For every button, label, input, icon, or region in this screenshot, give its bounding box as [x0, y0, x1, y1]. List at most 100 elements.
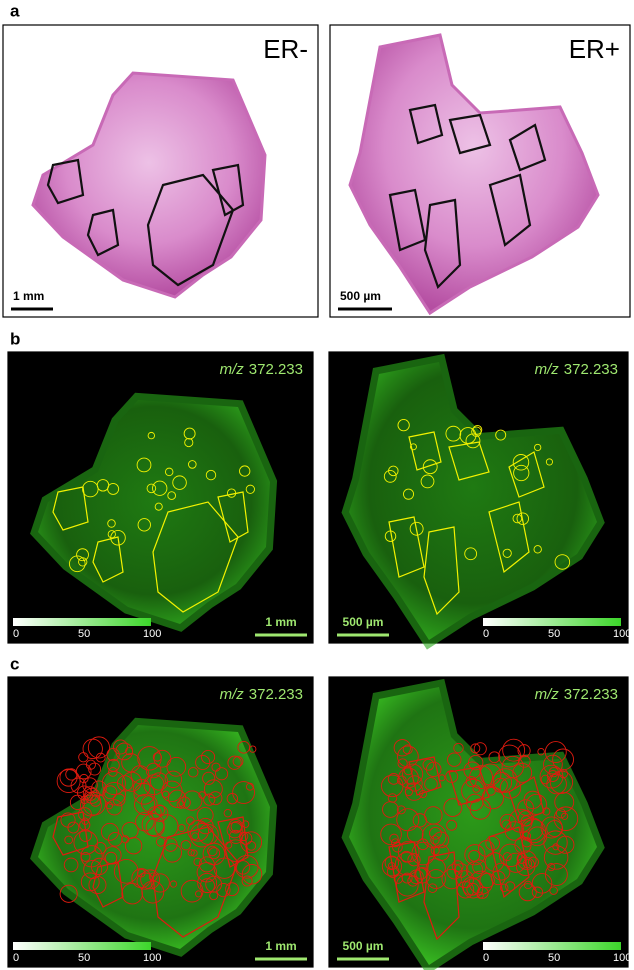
- region-outline: [79, 829, 92, 842]
- region-outline: [402, 488, 415, 500]
- region-outline: [512, 763, 533, 783]
- region-outline: [107, 519, 116, 528]
- region-outline: [164, 770, 183, 789]
- region-outline: [208, 847, 221, 860]
- region-outline: [546, 770, 559, 783]
- region-outline: [189, 823, 215, 848]
- region-outline: [484, 852, 505, 872]
- region-outline: [396, 808, 420, 832]
- region-outline: [224, 839, 247, 862]
- region-outline: [383, 469, 397, 483]
- region-outline: [531, 873, 553, 894]
- region-outline: [438, 774, 446, 782]
- mz-value: 372.233: [564, 361, 618, 378]
- region-outline: [103, 846, 122, 865]
- region-outline: [426, 869, 446, 889]
- region-outline: [110, 530, 126, 546]
- region-outline: [235, 860, 251, 875]
- region-outline: [147, 806, 162, 820]
- region-outline: [178, 796, 191, 809]
- region-outline: [469, 765, 493, 790]
- region-outline: [113, 739, 129, 755]
- region-outline: [152, 480, 168, 496]
- region-outline: [407, 875, 419, 887]
- region-outline: [211, 762, 221, 772]
- region-outline: [103, 785, 118, 800]
- region-outline: [59, 768, 78, 787]
- scale-bar-label: 500 µm: [340, 289, 381, 303]
- region-outline: [488, 173, 532, 247]
- region-outline: [398, 767, 419, 789]
- region-outline: [215, 767, 229, 781]
- region-outline: [523, 790, 542, 810]
- region-outline: [121, 753, 141, 773]
- region-outline: [498, 744, 522, 768]
- colorbar-tick-label: 50: [78, 628, 90, 640]
- region-outline: [558, 769, 569, 779]
- region-outline: [402, 763, 424, 785]
- region-outline: [52, 486, 89, 531]
- region-outline: [453, 742, 464, 754]
- region-outline: [554, 792, 575, 813]
- region-outline: [396, 873, 419, 897]
- region-outline: [409, 521, 424, 536]
- mz-label: m/z 372.233: [535, 686, 618, 703]
- colorbar: [483, 618, 621, 626]
- region-outline: [441, 868, 462, 890]
- scale-bar-label: 500 µm: [343, 615, 384, 629]
- region-outline: [151, 805, 169, 822]
- region-outline: [430, 835, 440, 845]
- region-outline: [202, 842, 226, 866]
- region-outline: [155, 837, 166, 847]
- region-outline: [407, 853, 421, 867]
- region-outline: [446, 863, 463, 880]
- region-outline: [514, 836, 532, 854]
- region-outline: [472, 425, 483, 435]
- region-outline: [105, 801, 114, 810]
- region-outline: [425, 761, 442, 778]
- region-outline: [241, 875, 253, 887]
- region-outline: [384, 855, 399, 870]
- colorbar-tick-label: 0: [13, 628, 19, 640]
- region-outline: [533, 545, 542, 554]
- tissue: [348, 33, 600, 316]
- region-outline: [183, 427, 196, 440]
- region-outline: [546, 820, 564, 837]
- region-outline: [137, 868, 146, 878]
- region-outline: [154, 814, 179, 839]
- region-outline: [78, 807, 92, 821]
- region-outline: [525, 793, 547, 815]
- region-outline: [82, 786, 98, 801]
- region-outline: [447, 752, 462, 767]
- region-outline: [148, 872, 158, 882]
- colorbar-tick-label: 100: [143, 628, 161, 640]
- region-outline: [112, 793, 126, 807]
- region-outline: [241, 820, 250, 828]
- region-outline: [225, 841, 233, 849]
- region-outline: [508, 123, 547, 172]
- region-outline: [195, 890, 203, 898]
- region-outline: [477, 840, 495, 857]
- region-outline: [207, 845, 218, 857]
- region-outline: [517, 744, 531, 758]
- region-outline: [226, 822, 243, 839]
- region-outline: [491, 772, 513, 793]
- region-outline: [195, 754, 211, 771]
- region-outline: [545, 458, 554, 466]
- region-outline: [182, 790, 203, 811]
- region-outline: [508, 808, 533, 833]
- region-outline: [211, 163, 245, 217]
- region-outline: [136, 457, 152, 473]
- region-outline: [518, 883, 537, 902]
- region-outline: [466, 882, 480, 896]
- region-outline: [423, 198, 462, 290]
- mz-value: 372.233: [249, 361, 303, 378]
- region-outline: [446, 819, 458, 831]
- region-outline: [388, 516, 425, 578]
- region-outline: [422, 758, 435, 771]
- region-outline: [424, 806, 443, 825]
- region-outline: [187, 767, 199, 778]
- region-outline: [241, 864, 263, 885]
- region-outline: [531, 886, 544, 898]
- region-outline: [419, 790, 428, 799]
